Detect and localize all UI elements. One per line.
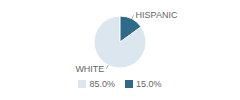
html-text:85.0%: 85.0% (89, 79, 115, 89)
svg-text:HISPANIC: HISPANIC (136, 10, 178, 20)
html-text:15.0%: 15.0% (136, 79, 162, 89)
svg-text:WHITE: WHITE (75, 64, 104, 74)
